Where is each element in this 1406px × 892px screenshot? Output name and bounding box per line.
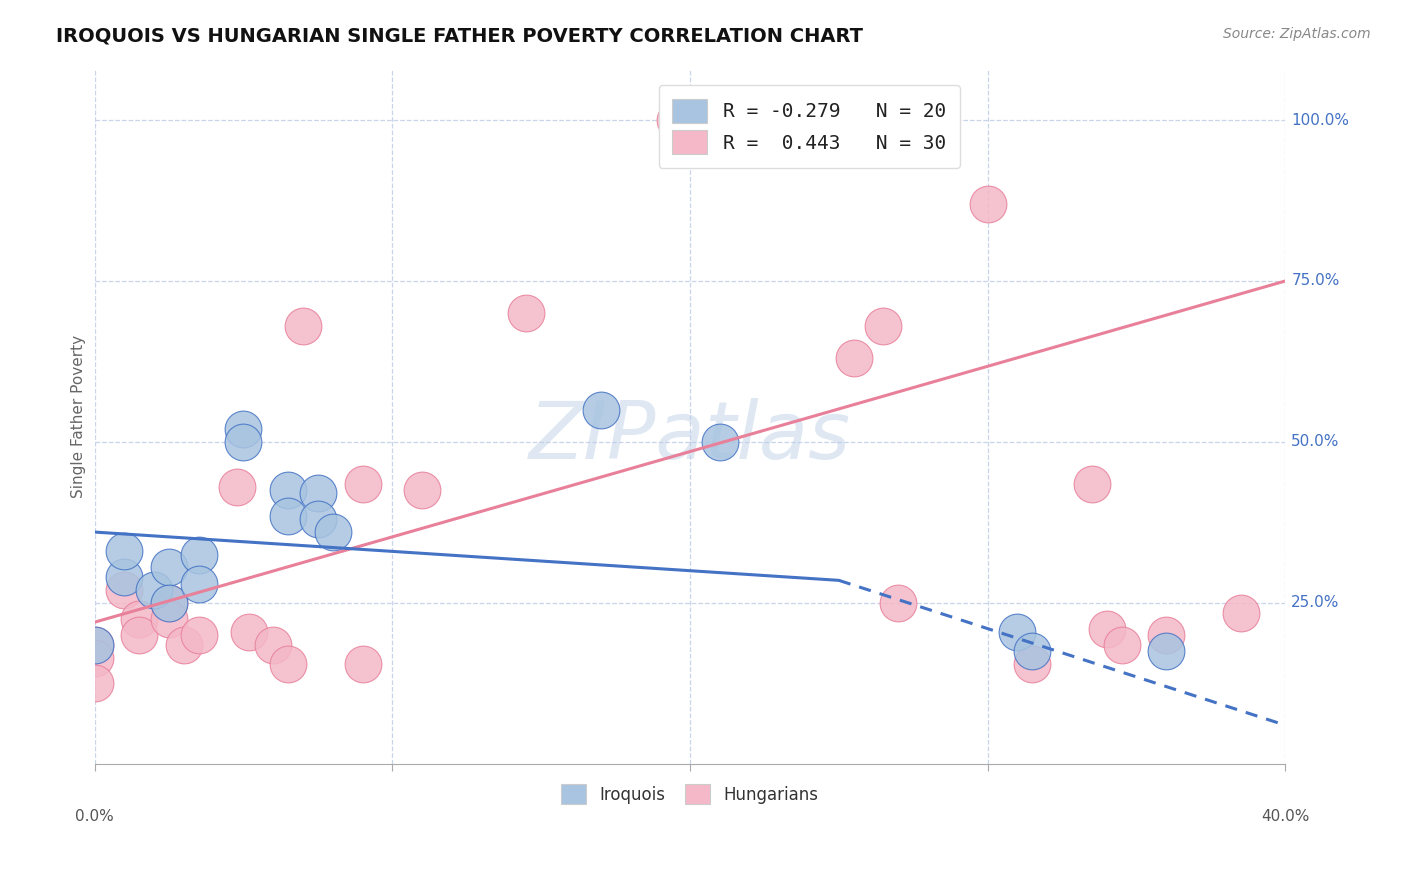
Text: 50.0%: 50.0% — [1291, 434, 1340, 450]
Point — [1021, 644, 1043, 658]
Y-axis label: Single Father Poverty: Single Father Poverty — [72, 334, 86, 498]
Point — [322, 524, 344, 539]
Point — [307, 486, 329, 500]
Text: 25.0%: 25.0% — [1291, 595, 1340, 610]
Point — [128, 612, 150, 626]
Point — [411, 483, 433, 498]
Text: 100.0%: 100.0% — [1291, 112, 1350, 128]
Point — [307, 512, 329, 526]
Point — [515, 306, 537, 320]
Point — [291, 319, 314, 334]
Point — [352, 657, 374, 671]
Point — [143, 582, 166, 597]
Text: 0.0%: 0.0% — [75, 809, 114, 824]
Point — [157, 560, 180, 574]
Point — [157, 596, 180, 610]
Point — [232, 434, 254, 449]
Point — [1095, 622, 1118, 636]
Point — [1156, 628, 1178, 642]
Point — [83, 638, 105, 652]
Point — [1021, 657, 1043, 671]
Point — [173, 638, 195, 652]
Point — [232, 422, 254, 436]
Point — [112, 544, 135, 558]
Legend: Iroquois, Hungarians: Iroquois, Hungarians — [554, 778, 825, 811]
Point — [112, 570, 135, 584]
Point — [1229, 606, 1251, 620]
Point — [887, 596, 910, 610]
Text: IROQUOIS VS HUNGARIAN SINGLE FATHER POVERTY CORRELATION CHART: IROQUOIS VS HUNGARIAN SINGLE FATHER POVE… — [56, 27, 863, 45]
Text: ZIPatlas: ZIPatlas — [529, 398, 851, 476]
Point — [187, 628, 209, 642]
Point — [83, 638, 105, 652]
Point — [842, 351, 865, 366]
Point — [277, 657, 299, 671]
Point — [157, 612, 180, 626]
Point — [277, 508, 299, 523]
Point — [187, 548, 209, 562]
Point — [128, 628, 150, 642]
Point — [1156, 644, 1178, 658]
Text: Source: ZipAtlas.com: Source: ZipAtlas.com — [1223, 27, 1371, 41]
Point — [277, 483, 299, 498]
Point — [83, 650, 105, 665]
Point — [872, 319, 894, 334]
Point — [226, 480, 249, 494]
Point — [112, 582, 135, 597]
Point — [664, 113, 686, 128]
Point — [1111, 638, 1133, 652]
Point — [589, 402, 612, 417]
Text: 75.0%: 75.0% — [1291, 274, 1340, 288]
Point — [238, 624, 260, 639]
Point — [187, 576, 209, 591]
Point — [157, 596, 180, 610]
Point — [976, 196, 998, 211]
Point — [262, 638, 284, 652]
Text: 40.0%: 40.0% — [1261, 809, 1309, 824]
Point — [1081, 476, 1104, 491]
Point — [709, 434, 731, 449]
Point — [83, 676, 105, 690]
Point — [1007, 624, 1029, 639]
Point — [352, 476, 374, 491]
